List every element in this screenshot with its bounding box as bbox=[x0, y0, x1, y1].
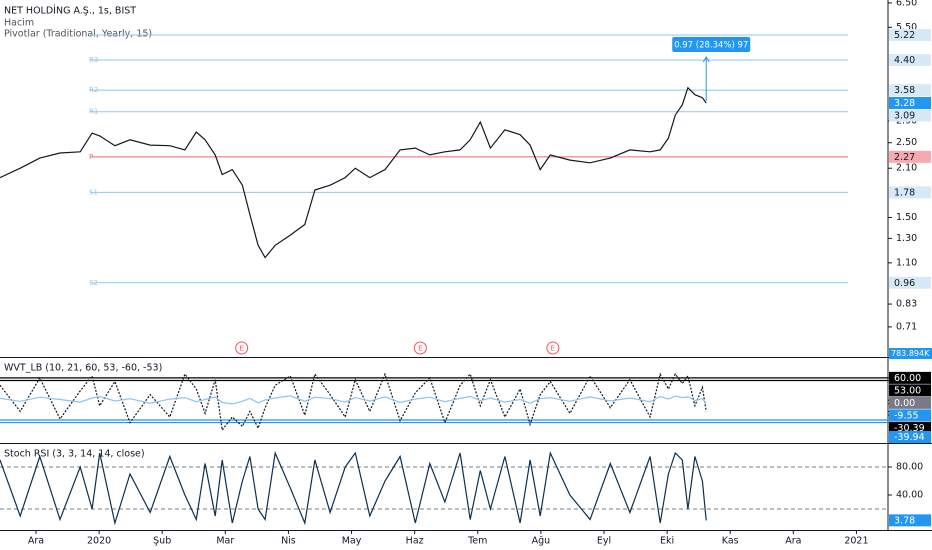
x-tick-label: Tem bbox=[467, 536, 487, 547]
indicator-label: Pivotlar (Traditional, Yearly, 15) bbox=[4, 29, 152, 40]
x-tick-label: Şub bbox=[153, 536, 171, 547]
y-tick-label: 1.10 bbox=[896, 257, 917, 268]
price-label: 1.78 bbox=[894, 187, 915, 198]
y-tick-label: 80.00 bbox=[896, 462, 923, 473]
pane-title: Stoch RSI (3, 3, 14, 14, close) bbox=[4, 449, 145, 460]
pivot-label: R3 bbox=[89, 56, 98, 64]
x-tick-label: Haz bbox=[406, 536, 424, 547]
pivot-label: R1 bbox=[89, 108, 98, 116]
pivot-label: S1 bbox=[89, 188, 98, 196]
pane-title: WVT_LB (10, 21, 60, 53, -60, -53) bbox=[4, 363, 162, 374]
price-label-box bbox=[889, 371, 931, 384]
x-tick-label: 2020 bbox=[87, 536, 111, 547]
x-tick-label: Eki bbox=[660, 536, 674, 547]
y-tick-label: 1.50 bbox=[896, 212, 917, 223]
price-label: 60.00 bbox=[894, 373, 921, 384]
pivot-label: P bbox=[89, 153, 93, 161]
price-label: 0.96 bbox=[894, 278, 915, 289]
price-label: 4.40 bbox=[894, 55, 915, 66]
x-tick-label: Nis bbox=[281, 536, 296, 547]
pane-title: NET HOLDİNG A.Ş., 1s, BIST bbox=[4, 6, 136, 17]
earnings-marker bbox=[413, 341, 427, 355]
annotation-box bbox=[672, 37, 751, 52]
volume-label-box bbox=[889, 348, 932, 359]
series-line bbox=[0, 86, 707, 259]
y-tick-label: 2.50 bbox=[896, 137, 917, 148]
price-label-box bbox=[889, 96, 931, 109]
price-label-box bbox=[889, 53, 931, 66]
price-label-box bbox=[889, 276, 931, 289]
price-label: 3.28 bbox=[894, 98, 915, 109]
price-label: 3.09 bbox=[894, 110, 915, 121]
y-tick-label: 6.50 bbox=[896, 0, 917, 8]
price-label-box bbox=[889, 186, 931, 199]
price-label-box bbox=[889, 409, 931, 422]
x-tick-label: 2021 bbox=[844, 536, 868, 547]
price-label-box bbox=[889, 150, 931, 163]
earnings-label: E bbox=[551, 345, 555, 353]
price-label-box bbox=[889, 28, 931, 41]
y-tick-label: 40.00 bbox=[896, 490, 923, 501]
earnings-marker bbox=[546, 341, 560, 355]
y-tick-label: 2.10 bbox=[896, 163, 917, 174]
price-label: -39.94 bbox=[894, 432, 925, 443]
y-tick-label: 5.50 bbox=[896, 22, 917, 33]
x-tick-label: Ara bbox=[28, 536, 44, 547]
price-label-box bbox=[889, 431, 931, 443]
price-label: 0.00 bbox=[894, 398, 915, 409]
annotation-text: 0.97 (28.34%) 97 bbox=[674, 41, 748, 51]
y-tick-label: 0.71 bbox=[896, 321, 917, 332]
x-tick-label: Ara bbox=[785, 536, 801, 547]
price-label-box bbox=[889, 109, 931, 122]
price-label-box bbox=[889, 421, 931, 434]
x-tick-label: Ağu bbox=[532, 536, 551, 547]
price-label: 2.27 bbox=[894, 152, 915, 163]
pivot-label: S2 bbox=[89, 279, 98, 287]
x-tick-label: May bbox=[342, 536, 362, 547]
price-label: 5.22 bbox=[894, 30, 915, 41]
indicator-label: Hacim bbox=[4, 18, 34, 29]
x-tick-label: Eyl bbox=[597, 536, 611, 547]
volume-label: 783.894K bbox=[891, 349, 930, 358]
series-line bbox=[0, 450, 707, 526]
y-tick-label: 0.83 bbox=[896, 299, 917, 310]
price-label-box bbox=[889, 84, 931, 97]
price-label: -9.55 bbox=[894, 410, 919, 421]
price-label: 3.58 bbox=[894, 85, 915, 96]
price-label-box bbox=[889, 384, 931, 397]
pivot-label: R2 bbox=[89, 86, 98, 94]
x-tick-label: Mar bbox=[216, 536, 234, 547]
x-tick-label: Kas bbox=[722, 536, 739, 547]
y-tick-label: 1.30 bbox=[896, 233, 917, 244]
price-label: -30.39 bbox=[894, 423, 925, 434]
annotation-arrowhead bbox=[702, 56, 710, 63]
earnings-marker bbox=[235, 341, 249, 355]
price-label: 3.78 bbox=[894, 515, 915, 526]
price-label: 53.00 bbox=[894, 385, 921, 396]
series-line bbox=[0, 395, 707, 405]
price-label-box bbox=[889, 514, 931, 527]
earnings-label: E bbox=[418, 345, 422, 353]
earnings-label: E bbox=[240, 345, 244, 353]
price-label-box bbox=[889, 396, 931, 409]
